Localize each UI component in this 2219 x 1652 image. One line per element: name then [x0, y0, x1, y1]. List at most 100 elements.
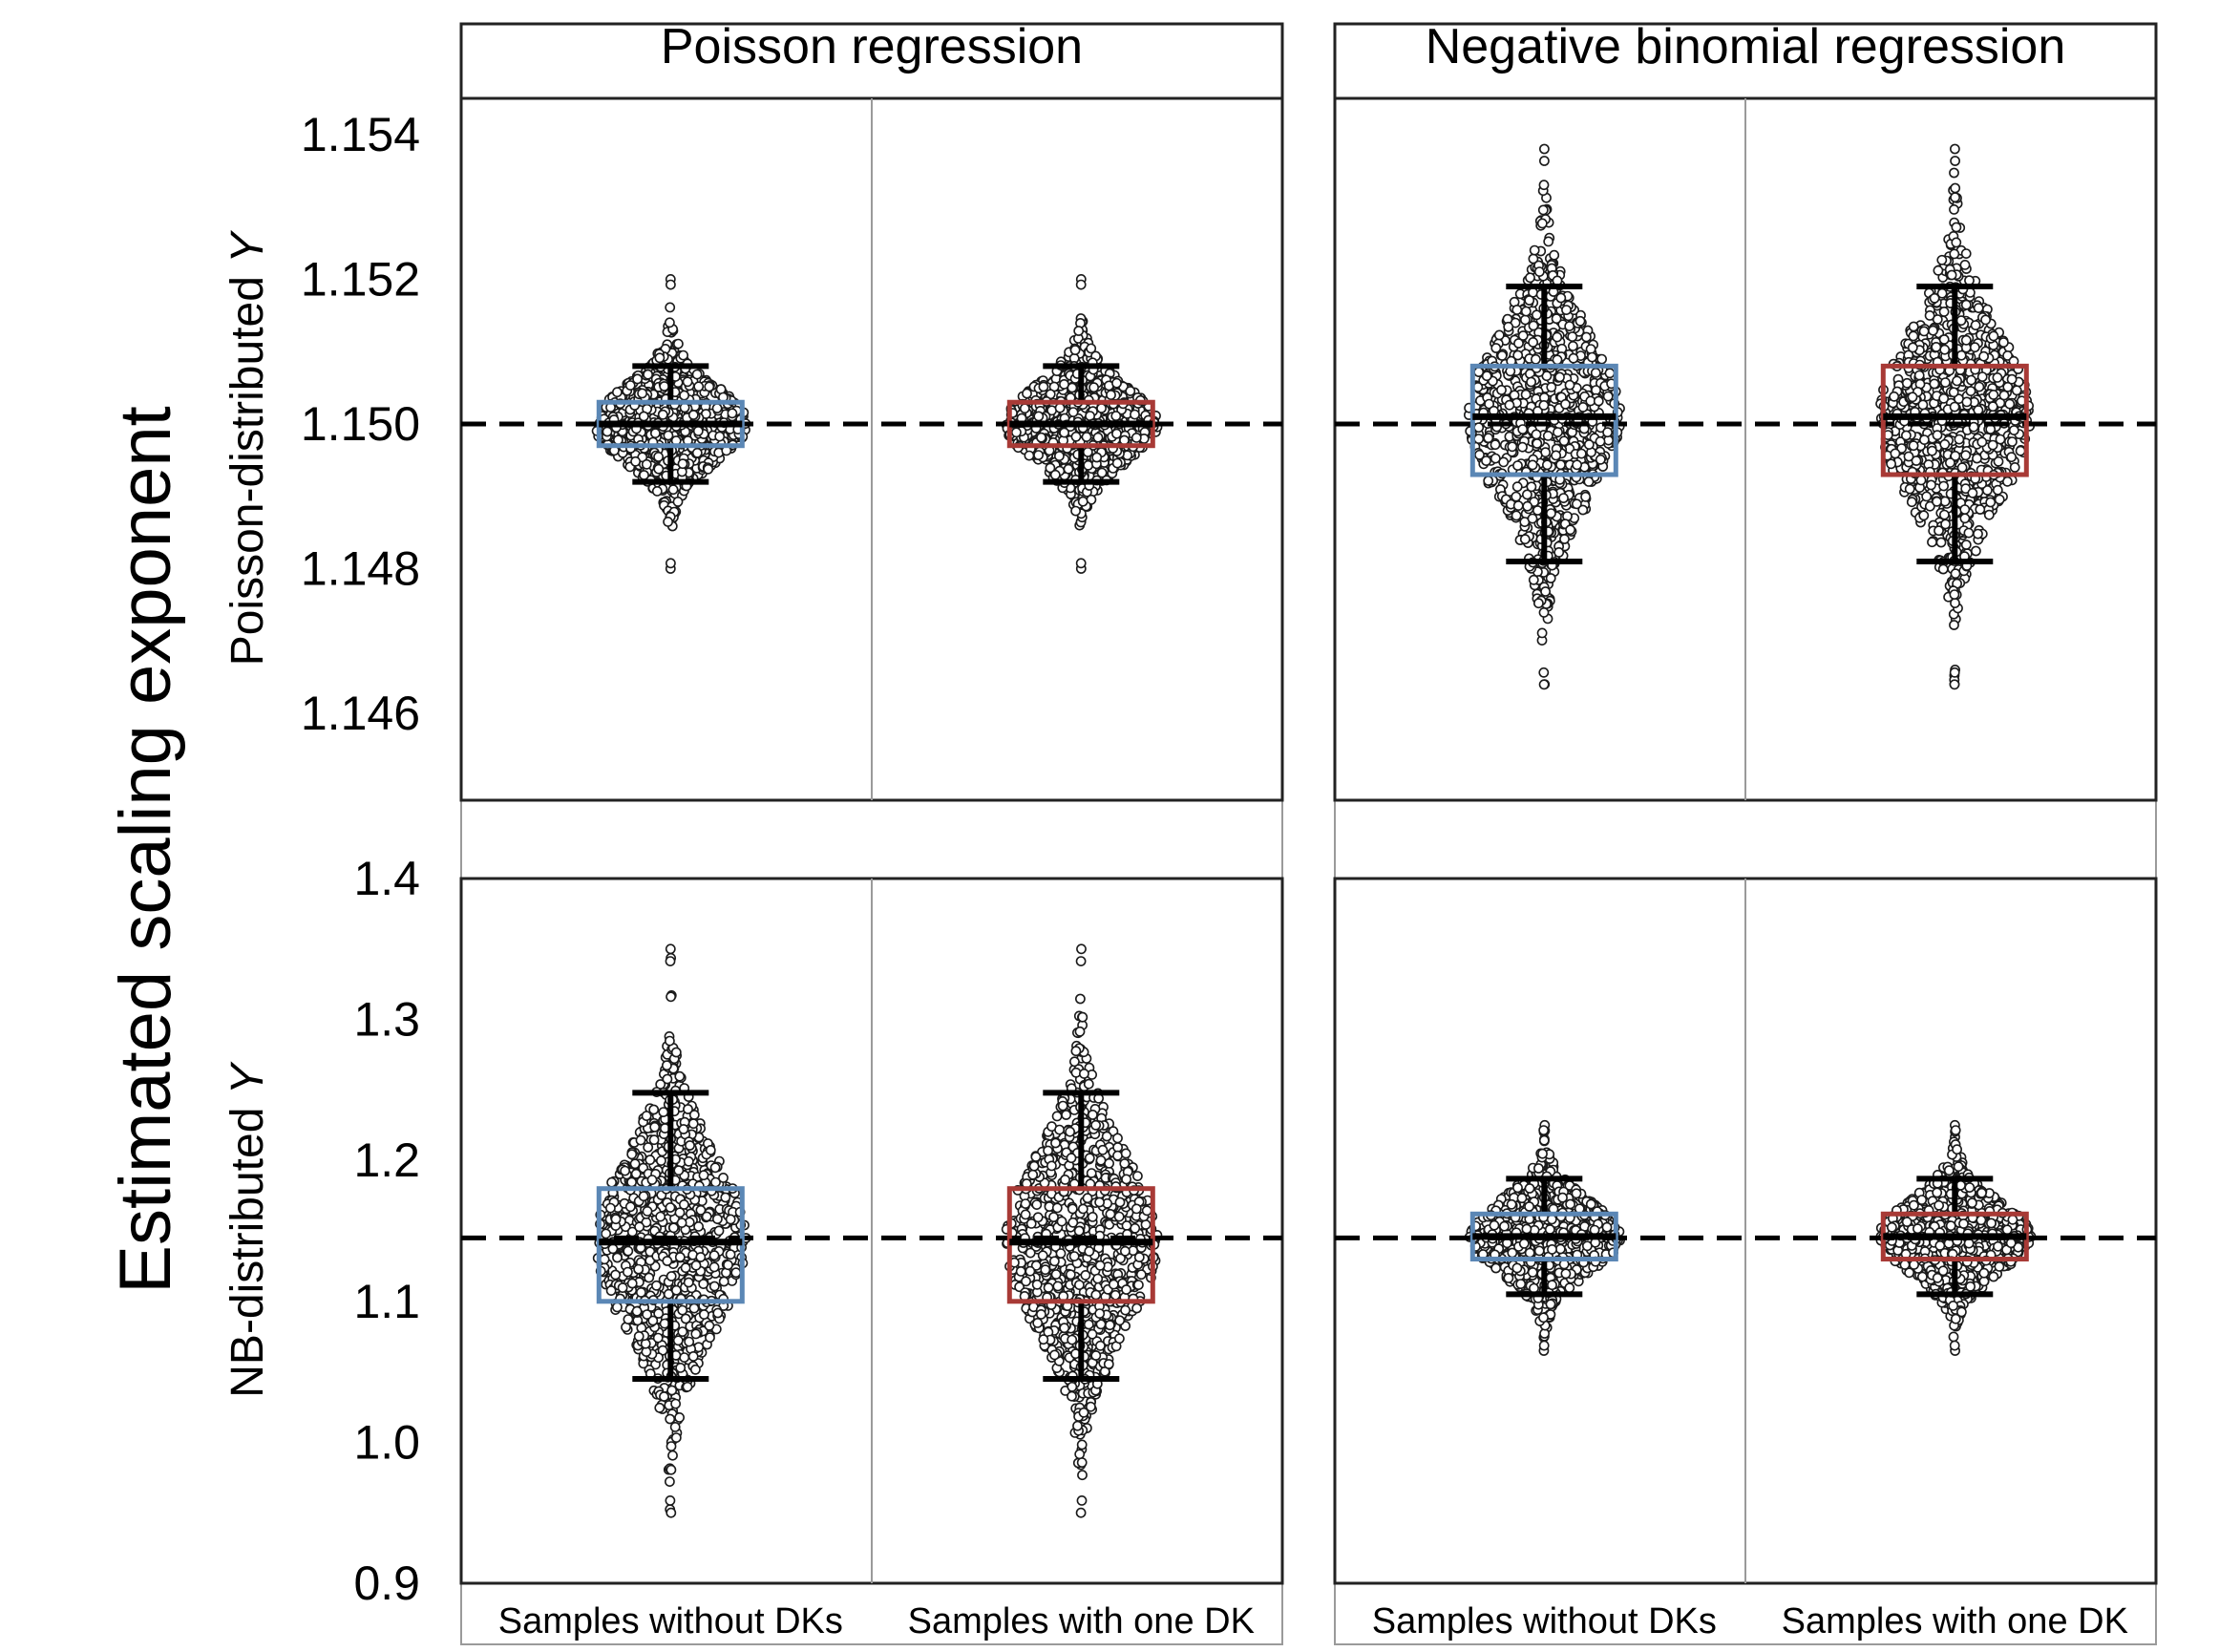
data-point: [701, 1211, 712, 1222]
data-point: [648, 1134, 660, 1146]
data-point: [610, 1269, 621, 1281]
data-point: [632, 373, 643, 385]
data-point: [1543, 236, 1554, 247]
data-point: [691, 369, 703, 380]
data-point: [1533, 598, 1544, 609]
data-point: [657, 409, 668, 420]
data-point: [1522, 489, 1532, 500]
data-point: [730, 1267, 742, 1279]
data-point: [1096, 467, 1108, 478]
data-point: [653, 463, 665, 475]
data-point: [665, 1413, 676, 1425]
data-point: [1987, 401, 1998, 413]
data-point: [1567, 331, 1578, 342]
data-point: [698, 1279, 709, 1289]
data-point: [1111, 377, 1122, 389]
data-point: [1980, 314, 1991, 326]
data-point: [2006, 452, 2017, 463]
data-point: [1024, 450, 1035, 461]
data-point: [1960, 299, 1972, 310]
data-point: [1507, 441, 1518, 453]
data-point: [682, 376, 693, 388]
data-point: [690, 1260, 702, 1271]
data-point: [683, 1277, 694, 1288]
data-point: [1973, 528, 1983, 540]
data-point: [605, 1285, 617, 1296]
data-point: [1538, 607, 1550, 618]
data-point: [1504, 399, 1515, 411]
data-point: [1985, 497, 1997, 508]
data-point: [1903, 451, 1914, 462]
data-point: [1546, 508, 1556, 519]
data-point: [678, 349, 688, 361]
data-point: [1538, 667, 1550, 678]
data-point: [690, 1364, 701, 1375]
data-point: [1906, 497, 1917, 508]
data-point: [708, 1261, 720, 1273]
data-point: [2008, 425, 2019, 435]
data-point: [676, 1218, 687, 1228]
data-point: [1552, 331, 1563, 343]
data-point: [1496, 349, 1508, 361]
data-point: [640, 1338, 651, 1349]
data-point: [1546, 381, 1557, 392]
data-point: [687, 1351, 699, 1362]
data-point: [1512, 500, 1524, 511]
data-point: [1978, 350, 1989, 362]
data-point: [669, 1422, 681, 1432]
data-point: [1503, 321, 1514, 332]
data-point: [1950, 598, 1960, 608]
data-point: [1945, 457, 1955, 468]
data-point: [1022, 388, 1032, 399]
data-point: [1939, 438, 1951, 450]
data-point: [1950, 192, 1960, 203]
data-point: [605, 1202, 616, 1214]
data-point: [1596, 353, 1607, 365]
data-point: [1949, 248, 1960, 260]
data-point: [693, 1221, 704, 1232]
data-point: [630, 455, 641, 467]
data-point: [703, 463, 714, 475]
data-point: [1889, 391, 1900, 402]
data-point: [1519, 534, 1531, 545]
data-point: [677, 1326, 688, 1337]
data-point: [1955, 315, 1967, 327]
data-point: [633, 1331, 645, 1342]
data-point: [612, 387, 623, 398]
data-point: [1083, 459, 1094, 471]
data-point: [612, 1302, 623, 1313]
data-point: [1558, 493, 1569, 503]
data-point: [1954, 434, 1965, 445]
data-point: [1973, 405, 1984, 415]
data-point: [1539, 156, 1550, 166]
data-point: [670, 1047, 682, 1058]
data-point: [1537, 204, 1549, 216]
data-point: [1918, 510, 1930, 521]
data-point: [1890, 448, 1901, 459]
data-point: [1033, 411, 1045, 422]
data-point: [709, 1162, 721, 1174]
data-point: [1568, 340, 1578, 351]
data-point: [1106, 390, 1116, 400]
data-point: [665, 1495, 676, 1506]
data-point: [1938, 334, 1950, 345]
data-point: [1908, 440, 1919, 452]
data-point: [1583, 476, 1595, 487]
data-point: [667, 484, 679, 496]
data-point: [639, 470, 649, 480]
data-point: [1932, 430, 1943, 441]
data-point: [665, 943, 676, 955]
data-point: [666, 1441, 677, 1451]
data-point: [723, 1260, 733, 1271]
data-point: [1524, 295, 1535, 306]
data-point: [655, 1211, 666, 1222]
data-point: [662, 1060, 672, 1071]
data-point: [1531, 429, 1542, 440]
data-point: [666, 279, 676, 290]
data-point: [1077, 496, 1088, 507]
data-point: [1560, 398, 1571, 410]
data-point: [1960, 450, 1972, 461]
data-point: [663, 517, 673, 527]
data-point: [1901, 377, 1913, 389]
data-point: [1886, 458, 1896, 470]
